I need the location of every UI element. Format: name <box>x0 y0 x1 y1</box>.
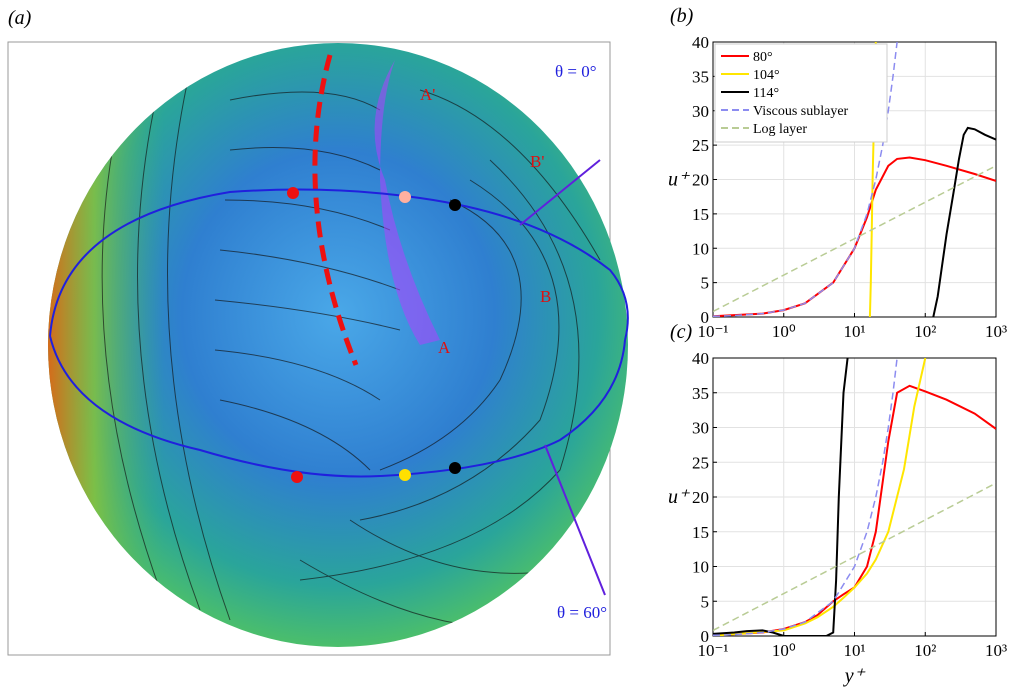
y-tick-label: 15 <box>692 205 709 224</box>
y-tick-label: 40 <box>692 33 709 52</box>
y-tick-label: 35 <box>692 67 709 86</box>
legend-label: 104° <box>753 68 780 83</box>
y-tick-label: 25 <box>692 136 709 155</box>
annotation: A <box>438 338 451 357</box>
y-tick-label: 10 <box>692 558 709 577</box>
x-tick-label: 10³ <box>985 641 1007 660</box>
sphere-image <box>48 43 629 647</box>
y-tick-label: 0 <box>701 308 710 327</box>
annotation: B' <box>530 152 544 171</box>
x-tick-label: 10² <box>914 322 936 341</box>
axes-frame <box>712 41 997 318</box>
series-line <box>713 482 996 632</box>
legend-label: 114° <box>753 86 779 101</box>
x-tick-label: 10² <box>914 641 936 660</box>
y-tick-label: 5 <box>701 274 710 293</box>
y-tick-label: 0 <box>701 627 710 646</box>
legend-label: 80° <box>753 50 773 65</box>
annotation: B <box>540 287 551 306</box>
y-tick-label: 30 <box>692 419 709 438</box>
y-tick-label: 10 <box>692 239 709 258</box>
series-line <box>713 358 898 636</box>
y-tick-label: 35 <box>692 384 709 403</box>
annotation: θ = 0° <box>555 62 597 81</box>
series-line <box>932 126 996 317</box>
x-tick-label: 10⁰ <box>772 322 796 341</box>
x-tick-label: 10³ <box>985 322 1007 341</box>
y-tick-label: 25 <box>692 453 709 472</box>
y-tick-label: 5 <box>701 592 710 611</box>
annotation: A' <box>420 85 435 104</box>
series-line <box>713 358 927 636</box>
legend-label: Viscous sublayer <box>753 104 849 119</box>
x-tick-label: 10⁰ <box>772 641 796 660</box>
x-tick-label: 10¹ <box>843 322 865 341</box>
series-line <box>713 165 996 313</box>
y-tick-label: 15 <box>692 523 709 542</box>
legend-label: Log layer <box>753 122 807 137</box>
annotation: θ = 60° <box>557 603 607 622</box>
x-tick-label: 10⁻¹ <box>697 641 728 660</box>
x-tick-label: 10⁻¹ <box>697 322 728 341</box>
x-axis-label: y⁺ <box>843 665 866 687</box>
series-line <box>713 42 898 317</box>
y-axis-label: u⁺ <box>668 169 690 191</box>
panel-label: (a) <box>8 7 32 29</box>
panel-label: (c) <box>670 321 693 343</box>
y-axis-label: u⁺ <box>668 486 690 508</box>
y-tick-label: 30 <box>692 102 709 121</box>
y-tick-label: 20 <box>692 171 709 190</box>
x-tick-label: 10¹ <box>843 641 865 660</box>
series-line <box>713 384 996 636</box>
series-line <box>713 358 849 636</box>
panel-label: (b) <box>670 5 694 27</box>
y-tick-label: 40 <box>692 349 709 368</box>
y-tick-label: 20 <box>692 488 709 507</box>
axes-frame <box>712 357 997 637</box>
